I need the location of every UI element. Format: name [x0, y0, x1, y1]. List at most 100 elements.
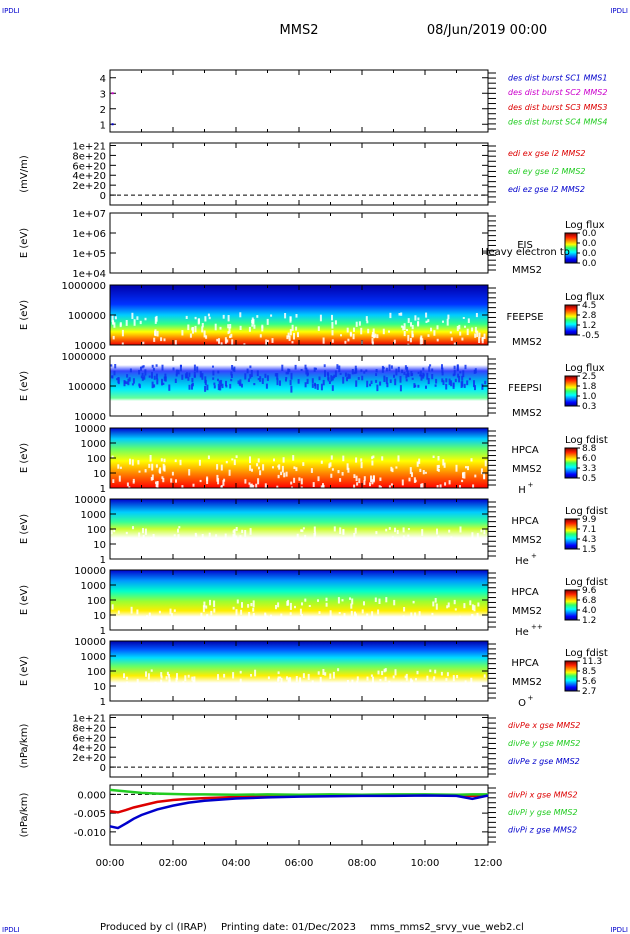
- spectrogram-speckle: [111, 604, 114, 610]
- y-tick-label: 8e+20: [72, 151, 106, 162]
- spectrogram-speckle: [452, 675, 455, 682]
- spectrogram-speckle: [193, 364, 196, 372]
- spectrogram-speckle: [198, 318, 200, 324]
- spectrogram-speckle: [415, 678, 417, 681]
- panel-hpca_he: 10000 1000 100 10 1 E (eV) HPCA MMS2 He + Log fdis…: [19, 495, 608, 567]
- spectrogram-speckle: [400, 312, 403, 316]
- spectrogram-speckle: [421, 338, 424, 344]
- legend-entry: des dist burst SC2 MMS2: [508, 88, 607, 97]
- spectrogram-speckle: [209, 538, 212, 544]
- spectrogram-speckle: [379, 477, 382, 481]
- spectrogram-speckle: [204, 316, 207, 322]
- y-tick-label: 100000: [68, 311, 106, 322]
- spectrogram-speckle: [353, 484, 356, 488]
- spectrogram-speckle: [311, 616, 314, 622]
- colorbar-tick-label: 1.0: [582, 392, 597, 402]
- spectrogram-speckle: [256, 315, 259, 318]
- series-line: [109, 788, 488, 797]
- spectrogram-speckle: [478, 541, 481, 546]
- spectrogram-speckle: [381, 365, 384, 373]
- spectrogram-speckle: [476, 620, 479, 624]
- spectrogram-speckle: [164, 373, 167, 378]
- y-tick-label: 1e+04: [72, 269, 106, 280]
- spectrogram-speckle: [252, 600, 255, 608]
- spectrogram-speckle: [277, 474, 280, 479]
- spectrogram-speckle: [437, 464, 440, 469]
- spectrogram-speckle: [414, 315, 417, 321]
- spectrogram-speckle: [138, 470, 141, 473]
- spectrogram-speckle: [480, 468, 483, 475]
- spectrogram-speckle: [232, 672, 235, 679]
- spectrogram-speckle: [357, 692, 360, 698]
- spectrogram-speckle: [232, 368, 235, 371]
- spectrogram-speckle: [459, 615, 462, 621]
- spectrogram-speckle: [261, 326, 264, 329]
- spectrogram-speckle: [471, 544, 474, 549]
- spectrogram-speckle: [459, 371, 462, 374]
- spectrogram-speckle: [146, 615, 148, 622]
- spectrogram-speckle: [445, 548, 448, 552]
- spectrogram-speckle: [249, 465, 252, 471]
- y-tick-label: 1e+21: [72, 141, 106, 152]
- spectrogram-speckle: [398, 557, 400, 564]
- spectrogram-speckle: [462, 317, 465, 319]
- spectrogram-speckle: [411, 472, 413, 477]
- spectrogram-speckle: [274, 373, 277, 377]
- spectrogram-speckle: [265, 383, 268, 389]
- spectrogram-speckle: [168, 679, 171, 687]
- spectrogram-speckle: [432, 601, 435, 607]
- spectrogram-speckle: [305, 367, 308, 375]
- spectrogram-speckle: [443, 462, 446, 468]
- spectrogram-speckle: [307, 689, 310, 696]
- spectrogram-speckle: [352, 333, 355, 340]
- species-label: He: [515, 556, 529, 567]
- spectrogram-speckle: [126, 556, 128, 560]
- colorbar-tick-label: 0.0: [582, 239, 597, 249]
- spectrogram-speckle: [476, 612, 479, 620]
- spectrogram-speckle: [239, 325, 242, 330]
- colorbar-tick-label: 4.0: [582, 606, 597, 616]
- spectrogram-speckle: [327, 695, 330, 703]
- spectrogram-speckle: [155, 698, 158, 703]
- spectrogram-speckle: [361, 375, 364, 381]
- spectrogram-speckle: [148, 612, 151, 617]
- spectrogram-speckle: [332, 671, 335, 679]
- spectrogram-speckle: [357, 377, 360, 380]
- spectrogram-speckle: [392, 616, 395, 620]
- spectrogram-speckle: [367, 543, 370, 548]
- spectrogram-speckle: [369, 542, 372, 547]
- instrument-label: HPCA: [511, 445, 539, 456]
- spectrogram-speckle: [191, 327, 194, 331]
- spectrogram-speckle: [475, 313, 478, 318]
- spectrogram-speckle: [363, 601, 365, 606]
- spectrogram-speckle: [431, 622, 434, 630]
- spectrogram-speckle: [449, 331, 452, 334]
- spectrogram-speckle: [437, 535, 440, 540]
- spectrogram-speckle: [207, 313, 210, 317]
- spectrogram-speckle: [391, 468, 394, 473]
- spectrogram-speckle: [364, 545, 367, 553]
- x-tick-label: 00:00: [96, 858, 125, 869]
- spectrogram-speckle: [229, 335, 231, 338]
- spectrogram-speckle: [114, 316, 117, 320]
- species-label: O: [518, 698, 526, 709]
- spectrogram-speckle: [111, 375, 114, 379]
- spectrogram-speckle: [434, 598, 437, 603]
- spectrogram-speckle: [407, 543, 410, 546]
- spectrogram-speckle: [201, 323, 204, 328]
- spectrogram-speckle: [151, 545, 154, 552]
- colorbar-title: Log flux: [565, 292, 605, 303]
- spectrogram-speckle: [156, 481, 159, 489]
- spectrogram-speckle: [256, 370, 259, 377]
- x-tick-label: 10:00: [411, 858, 440, 869]
- spectrogram-speckle: [433, 330, 436, 336]
- y-tick-label: 2e+20: [72, 181, 106, 192]
- spectrogram-speckle: [328, 619, 331, 626]
- spectrogram-speckle: [375, 551, 378, 557]
- spectrogram-speckle: [446, 672, 449, 677]
- spectrogram-speckle: [379, 679, 382, 682]
- spectrogram-speckle: [276, 691, 279, 696]
- spectrogram-speckle: [320, 383, 323, 391]
- spectrogram-speckle: [297, 332, 299, 338]
- footer-script-name: mms_mms2_srvy_vue_web2.cl: [370, 922, 524, 933]
